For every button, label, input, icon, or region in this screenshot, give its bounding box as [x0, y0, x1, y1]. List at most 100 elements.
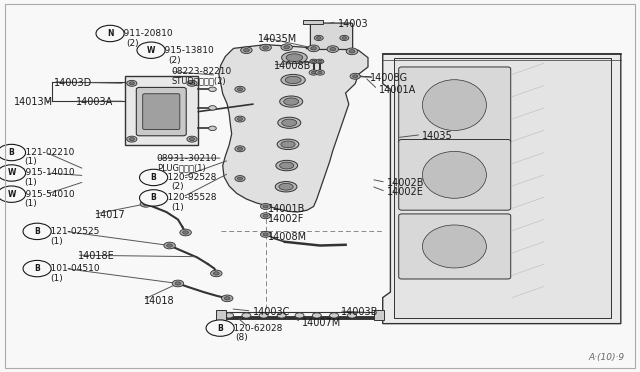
Text: 08915-14010: 08915-14010	[14, 169, 75, 177]
Circle shape	[237, 88, 243, 91]
Circle shape	[349, 50, 355, 53]
Text: (8): (8)	[236, 333, 248, 342]
Text: B: B	[151, 193, 156, 202]
Text: 08101-04510: 08101-04510	[40, 264, 100, 273]
Circle shape	[316, 70, 324, 75]
Circle shape	[284, 46, 290, 49]
Circle shape	[346, 48, 358, 55]
Circle shape	[312, 313, 321, 318]
Circle shape	[209, 126, 216, 131]
Circle shape	[309, 70, 318, 75]
Circle shape	[318, 60, 322, 62]
Text: 08931-30210: 08931-30210	[157, 154, 218, 163]
Circle shape	[140, 190, 168, 206]
Text: 08120-92528: 08120-92528	[157, 173, 217, 182]
Circle shape	[175, 282, 181, 285]
FancyBboxPatch shape	[143, 94, 180, 129]
Circle shape	[143, 202, 149, 205]
Circle shape	[327, 46, 339, 52]
Text: 14003: 14003	[338, 19, 369, 29]
Ellipse shape	[282, 119, 297, 126]
Text: (1): (1)	[24, 199, 37, 208]
Circle shape	[260, 203, 271, 209]
Text: 14007M: 14007M	[302, 318, 341, 328]
Circle shape	[96, 25, 124, 42]
Text: 08120-62028: 08120-62028	[223, 324, 283, 333]
Circle shape	[353, 75, 358, 78]
Circle shape	[129, 82, 134, 85]
Circle shape	[330, 313, 339, 318]
Circle shape	[259, 313, 268, 318]
Circle shape	[316, 59, 324, 64]
Bar	[374, 310, 384, 320]
Circle shape	[263, 205, 268, 208]
Circle shape	[180, 229, 191, 236]
Text: 14002F: 14002F	[268, 214, 304, 224]
Circle shape	[209, 106, 216, 110]
Ellipse shape	[422, 225, 486, 268]
Text: (1): (1)	[50, 237, 63, 246]
Text: 08915-13810: 08915-13810	[154, 46, 214, 55]
Ellipse shape	[282, 52, 307, 64]
Text: 08223-82210: 08223-82210	[172, 67, 232, 76]
Circle shape	[348, 313, 356, 318]
Ellipse shape	[276, 160, 298, 171]
Text: W: W	[7, 190, 16, 199]
Circle shape	[317, 36, 321, 39]
Ellipse shape	[281, 74, 305, 86]
Text: B: B	[151, 173, 156, 182]
Circle shape	[0, 186, 26, 202]
Ellipse shape	[281, 141, 295, 148]
Circle shape	[237, 118, 243, 121]
Text: B: B	[35, 264, 40, 273]
Text: 14035: 14035	[422, 131, 453, 141]
Bar	[394, 58, 611, 318]
Circle shape	[263, 233, 268, 236]
Circle shape	[312, 60, 316, 62]
Text: (2): (2)	[127, 39, 140, 48]
Circle shape	[281, 44, 292, 51]
Text: 14003B: 14003B	[340, 307, 378, 317]
Circle shape	[189, 138, 195, 141]
Circle shape	[310, 59, 317, 64]
Text: W: W	[7, 169, 16, 177]
Text: (1): (1)	[50, 274, 63, 283]
Text: (2): (2)	[172, 182, 184, 191]
Circle shape	[295, 313, 304, 318]
Text: 14003A: 14003A	[76, 97, 113, 107]
Text: A·(10)·9: A·(10)·9	[589, 353, 625, 362]
Circle shape	[311, 47, 317, 50]
Circle shape	[183, 231, 188, 234]
FancyBboxPatch shape	[136, 87, 186, 136]
Text: 08915-54010: 08915-54010	[14, 190, 75, 199]
Ellipse shape	[275, 182, 297, 192]
Circle shape	[221, 295, 233, 302]
Text: (1): (1)	[24, 178, 37, 187]
Text: 14008M: 14008M	[268, 232, 307, 242]
Circle shape	[342, 36, 347, 39]
Circle shape	[241, 47, 252, 54]
FancyBboxPatch shape	[310, 23, 353, 49]
Circle shape	[340, 35, 349, 41]
Text: B: B	[218, 324, 223, 333]
Circle shape	[277, 313, 286, 318]
Circle shape	[263, 214, 268, 217]
Circle shape	[235, 116, 245, 122]
Text: B: B	[35, 227, 40, 236]
Circle shape	[164, 242, 175, 249]
Circle shape	[167, 244, 173, 247]
Circle shape	[127, 80, 137, 86]
Text: 08911-20810: 08911-20810	[112, 29, 173, 38]
Bar	[303, 20, 323, 24]
Text: 14003C: 14003C	[253, 307, 290, 317]
Circle shape	[314, 35, 323, 41]
Text: 14001B: 14001B	[268, 204, 305, 214]
Text: 14018E: 14018E	[78, 251, 115, 261]
Text: 14002B: 14002B	[387, 178, 425, 188]
FancyBboxPatch shape	[399, 214, 511, 279]
Circle shape	[242, 313, 251, 318]
Text: 08120-85528: 08120-85528	[157, 193, 218, 202]
Ellipse shape	[422, 80, 486, 131]
Circle shape	[23, 223, 51, 240]
Text: STUDスタツド(2): STUDスタツド(2)	[172, 76, 226, 85]
